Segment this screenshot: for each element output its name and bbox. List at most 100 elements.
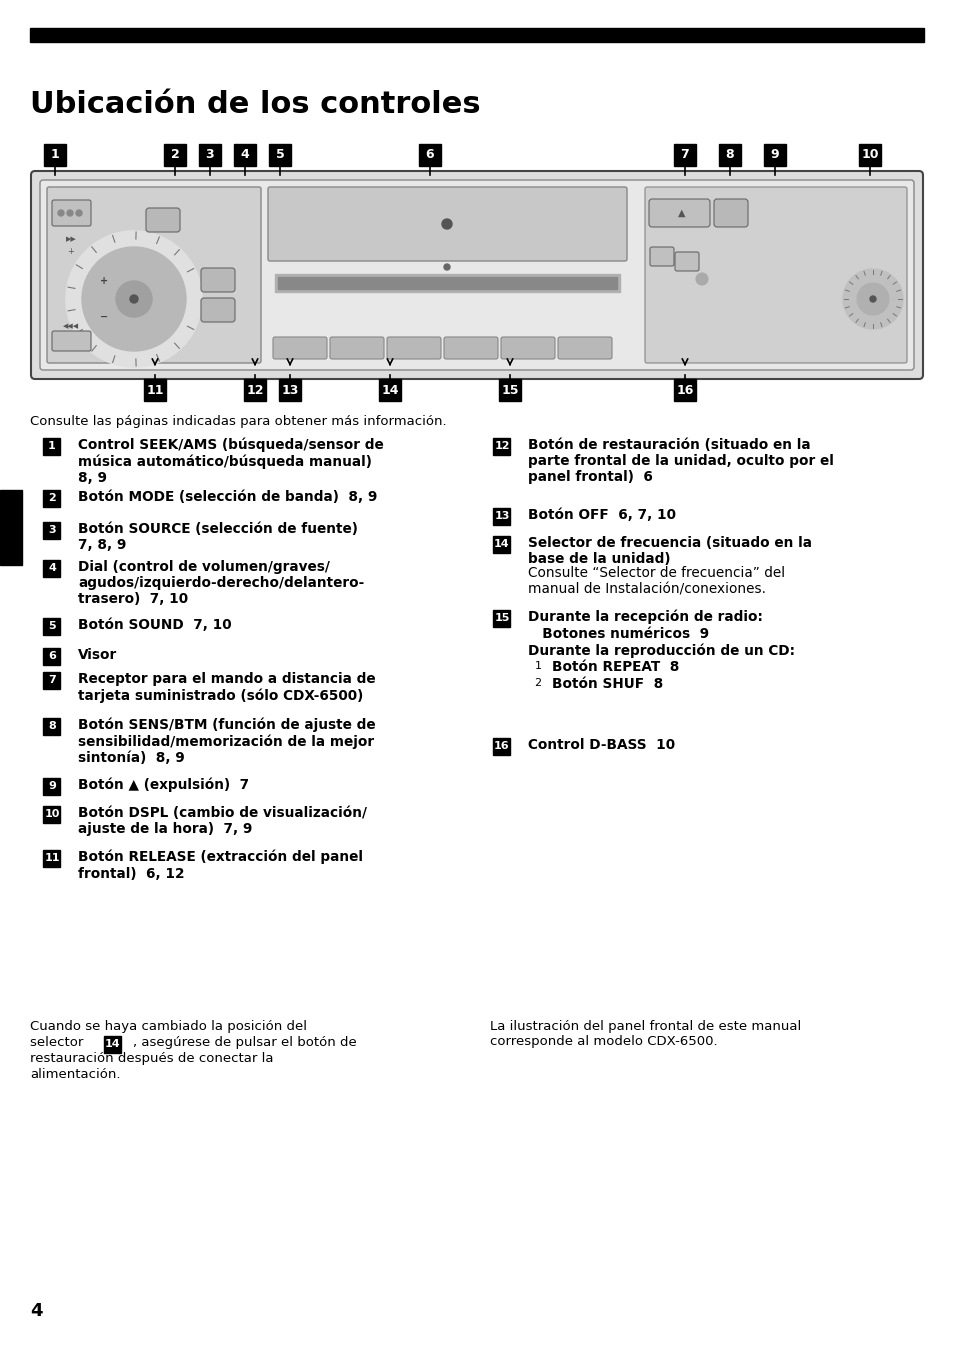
Circle shape [76,210,82,216]
Bar [44,560,60,576]
Bar [277,277,617,289]
Bar [673,145,696,166]
FancyBboxPatch shape [443,337,497,360]
Bar [493,438,510,454]
Text: 4: 4 [30,1302,43,1320]
Circle shape [842,269,902,329]
Text: Durante la recepción de radio:
   Botones numéricos  9: Durante la recepción de radio: Botones n… [527,610,762,641]
Bar [673,379,696,402]
Text: 16: 16 [494,741,509,750]
Text: Botón RELEASE (extracción del panel
frontal)  6, 12: Botón RELEASE (extracción del panel fron… [78,850,363,880]
Text: 1: 1 [51,149,59,161]
FancyBboxPatch shape [675,251,699,270]
Text: 2: 2 [171,149,179,161]
Bar [274,274,619,292]
Text: Dial (control de volumen/graves/
agudos/izquierdo-derecho/delantero-
trasero)  7: Dial (control de volumen/graves/ agudos/… [78,560,364,607]
Bar [498,379,520,402]
Text: 14: 14 [381,384,398,396]
Text: 3: 3 [49,525,56,535]
Text: 14: 14 [494,539,509,549]
FancyBboxPatch shape [146,208,180,233]
FancyBboxPatch shape [273,337,327,360]
Text: Receptor para el mando a distancia de
tarjeta suministrado (sólo CDX-6500): Receptor para el mando a distancia de ta… [78,672,375,703]
Text: ◀◀◀: ◀◀◀ [63,323,79,329]
Circle shape [856,283,888,315]
FancyBboxPatch shape [30,170,923,379]
Text: restauración después de conectar la: restauración después de conectar la [30,1052,274,1065]
Text: 1: 1 [534,661,541,671]
Bar [44,672,60,688]
Bar [763,145,785,166]
Text: Control SEEK/AMS (búsqueda/sensor de
música automático/búsqueda manual)
8, 9: Control SEEK/AMS (búsqueda/sensor de mús… [78,438,383,485]
Bar [44,806,60,822]
Text: 11: 11 [146,384,164,396]
Text: La ilustración del panel frontal de este manual
corresponde al modelo CDX-6500.: La ilustración del panel frontal de este… [490,1019,801,1048]
Bar [44,777,60,795]
Text: Botón REPEAT  8: Botón REPEAT 8 [552,660,679,675]
Text: 14: 14 [105,1038,121,1049]
FancyBboxPatch shape [201,297,234,322]
FancyBboxPatch shape [52,331,91,352]
Text: 4: 4 [48,562,56,573]
Bar [0,489,22,565]
Text: 3: 3 [206,149,214,161]
Bar [493,535,510,553]
Bar [164,145,186,166]
Text: 6: 6 [48,652,56,661]
Text: Control D-BASS  10: Control D-BASS 10 [527,738,675,752]
Bar [44,522,60,538]
Text: Cuando se haya cambiado la posición del: Cuando se haya cambiado la posición del [30,1019,307,1033]
Text: 8: 8 [48,721,56,731]
Text: alimentación.: alimentación. [30,1068,120,1082]
Circle shape [66,231,202,366]
Text: 6: 6 [425,149,434,161]
Circle shape [130,295,138,303]
Text: +: + [100,276,108,287]
Text: 13: 13 [494,511,509,521]
Circle shape [530,675,545,691]
Bar [44,145,66,166]
FancyBboxPatch shape [644,187,906,362]
Text: selector: selector [30,1036,88,1049]
Text: 2: 2 [534,677,541,688]
Text: 12: 12 [246,384,263,396]
Text: 7: 7 [48,675,56,685]
Bar [44,489,60,507]
Bar [493,507,510,525]
Bar [44,438,60,454]
Text: 11: 11 [44,853,60,863]
Text: Botón de restauración (situado en la
parte frontal de la unidad, oculto por el
p: Botón de restauración (situado en la par… [527,438,833,484]
Text: 9: 9 [770,149,779,161]
Text: Durante la reproducción de un CD:: Durante la reproducción de un CD: [527,644,794,658]
Text: Ubicación de los controles: Ubicación de los controles [30,91,480,119]
FancyBboxPatch shape [648,199,709,227]
Bar [418,145,440,166]
Bar [233,145,255,166]
FancyBboxPatch shape [330,337,384,360]
FancyBboxPatch shape [40,180,913,370]
FancyBboxPatch shape [387,337,440,360]
Text: Botón SOURCE (selección de fuente)
7, 8, 9: Botón SOURCE (selección de fuente) 7, 8,… [78,522,357,552]
Circle shape [530,658,545,675]
Text: +: + [68,246,74,256]
Text: 2: 2 [48,493,56,503]
Text: 5: 5 [49,621,56,631]
Text: 15: 15 [500,384,518,396]
FancyBboxPatch shape [713,199,747,227]
Bar [493,610,510,626]
Text: 8: 8 [725,149,734,161]
Text: 15: 15 [494,612,509,623]
Text: , asegúrese de pulsar el botón de: , asegúrese de pulsar el botón de [132,1036,356,1049]
Text: ▲: ▲ [678,208,685,218]
Text: Selector de frecuencia (situado en la
base de la unidad): Selector de frecuencia (situado en la ba… [527,535,811,566]
Bar [30,28,923,42]
Circle shape [443,264,450,270]
Bar [858,145,880,166]
Text: Consulte “Selector de frecuencia” del
manual de Instalación/conexiones.: Consulte “Selector de frecuencia” del ma… [527,566,784,596]
Text: Botón OFF  6, 7, 10: Botón OFF 6, 7, 10 [527,508,676,522]
Circle shape [441,219,452,228]
Text: Botón SENS/BTM (función de ajuste de
sensibilidad/memorización de la mejor
sinto: Botón SENS/BTM (función de ajuste de sen… [78,718,375,765]
Circle shape [696,273,707,285]
Text: Botón SHUF  8: Botón SHUF 8 [552,677,662,691]
Text: 10: 10 [861,149,878,161]
